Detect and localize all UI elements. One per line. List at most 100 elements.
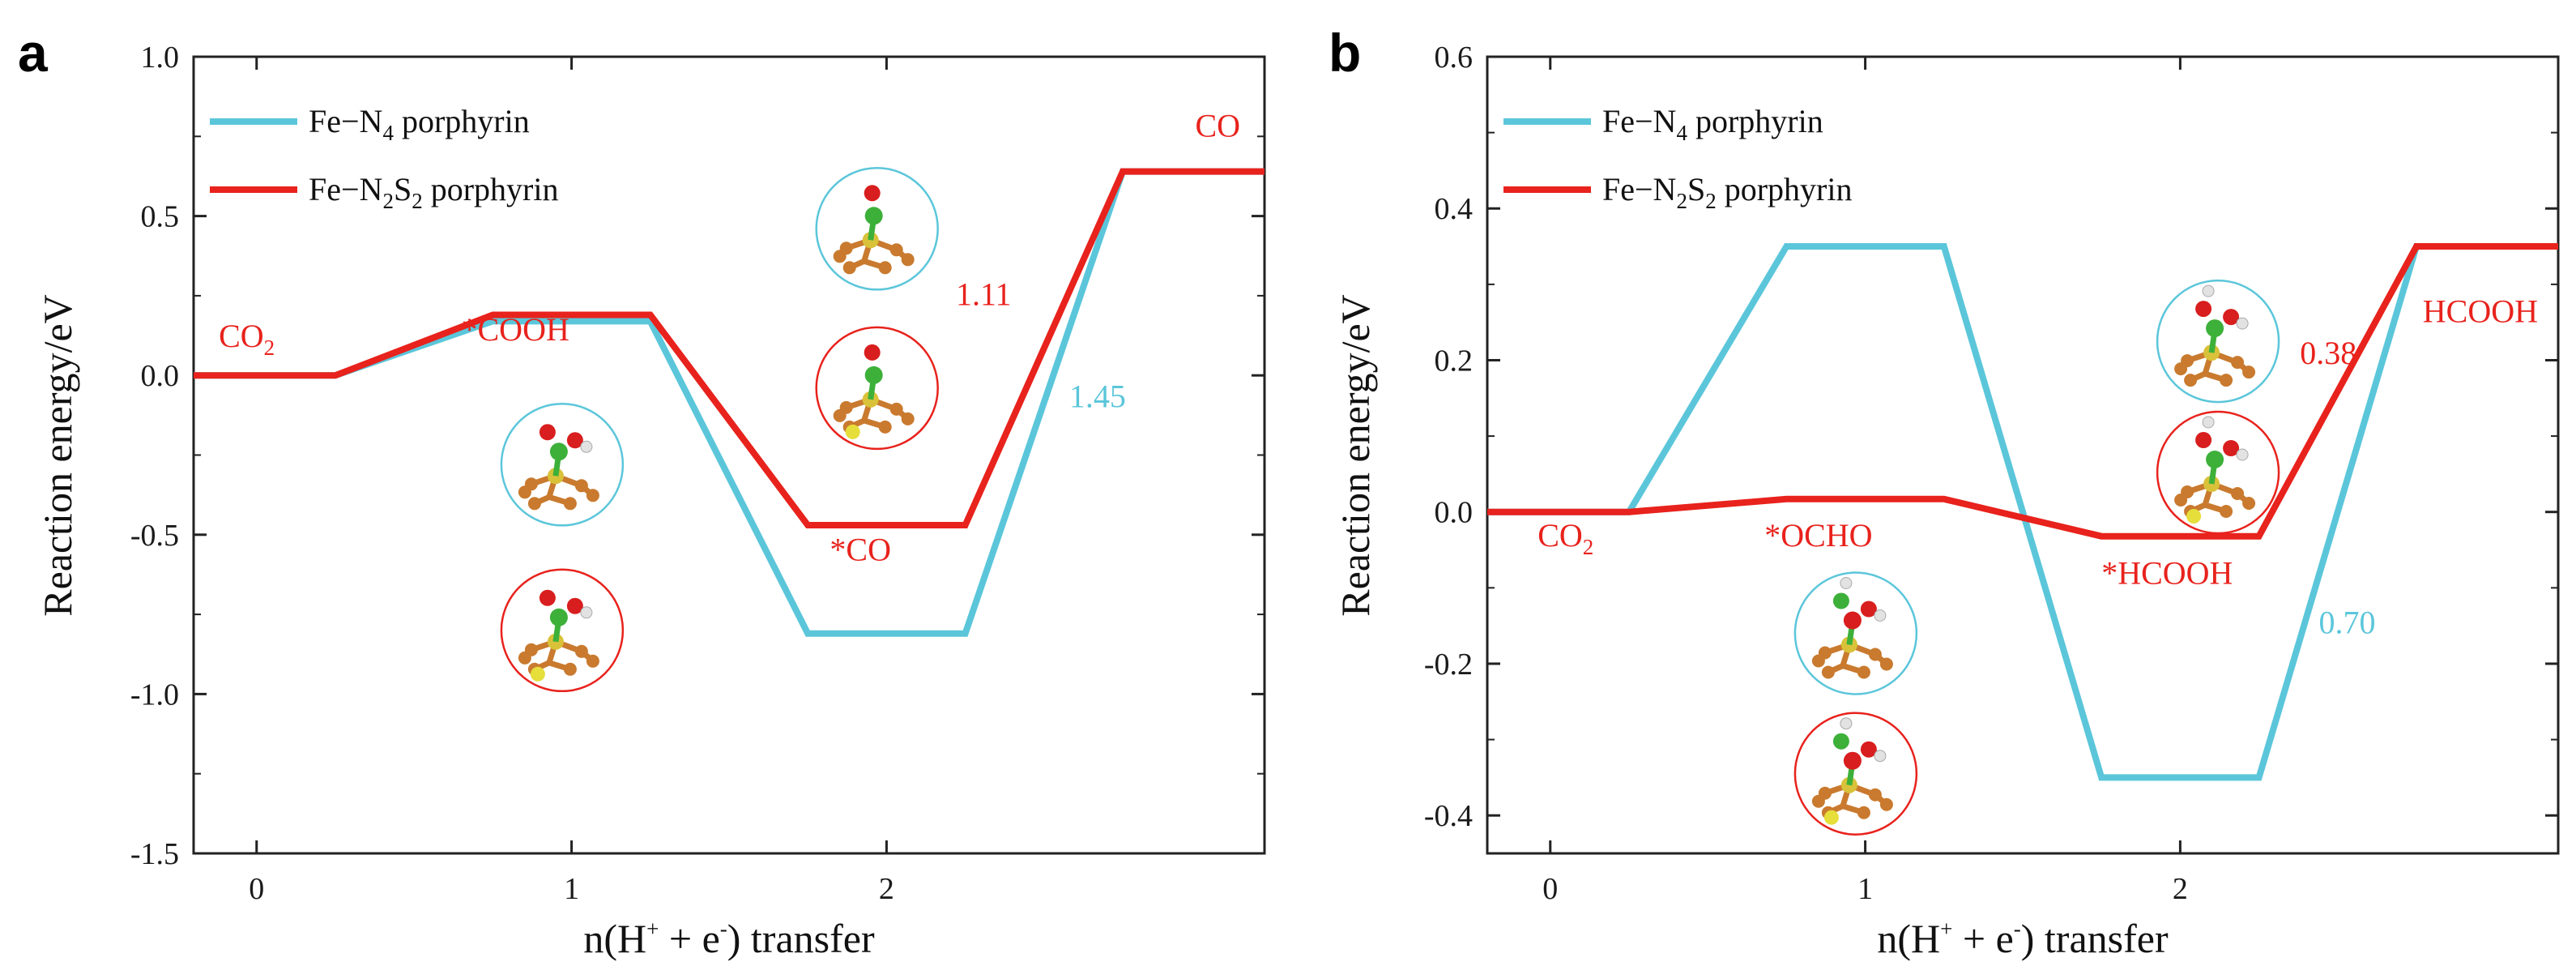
legend-label: Fe−N2S2 porphyrin [309, 171, 558, 213]
x-axis-title: n(H+ + e-) transfer [1877, 916, 2169, 961]
atom-h [2236, 317, 2249, 330]
atom-n [518, 651, 531, 665]
x-axis-title: n(H+ + e-) transfer [583, 916, 875, 961]
atom-n [1821, 665, 1835, 679]
text-part: + [646, 917, 659, 941]
legend-label: Fe−N4 porphyrin [309, 103, 530, 145]
x-tick-label: 0 [249, 872, 264, 906]
x-ticks: 0 1 2 [249, 57, 894, 906]
annotation-barrier-blue: 1.45 [1069, 378, 1126, 415]
series-lines [194, 168, 1265, 637]
atom-n [2242, 497, 2256, 510]
molecule-ring [815, 326, 939, 451]
atom-c [2206, 451, 2224, 468]
atom-n [901, 412, 915, 425]
panel-label-a: a [18, 23, 49, 83]
annotation-barrier-red: 0.38 [2300, 335, 2356, 371]
text-part: 0.70 [2319, 605, 2376, 641]
text-part: *COOH [462, 311, 569, 348]
annotation-barrier-red: 1.11 [956, 276, 1012, 313]
panel-label-b: b [1329, 23, 1361, 83]
atom-n [1811, 794, 1825, 808]
atom-c [1843, 751, 1862, 770]
x-tick-label: 2 [2173, 872, 2188, 906]
molecule-insets [500, 167, 939, 693]
atom-n [889, 243, 903, 257]
y-tick-label: 0.6 [1435, 41, 1474, 75]
atom-o [539, 589, 556, 606]
text-part: 0.38 [2300, 335, 2356, 371]
atom-n [889, 402, 903, 416]
atom-c [864, 207, 883, 225]
y-ticks: 1.0 0.5 0.0 -0.5 -1.0 -1.5 [130, 41, 1265, 871]
atom-metal [2203, 476, 2220, 492]
atom-n [518, 485, 531, 499]
text-part: Fe−N [1602, 103, 1676, 139]
atom-o [566, 432, 583, 449]
x-tick-label: 2 [879, 872, 894, 906]
annotation-barrier-blue: 0.70 [2319, 605, 2376, 641]
text-part: *CO [830, 531, 891, 567]
atom-n [1811, 654, 1825, 668]
text-part: ) transfer [2021, 916, 2169, 961]
atom-n [2231, 487, 2245, 500]
atom-o [864, 185, 881, 202]
annotation-co2: CO2 [1537, 517, 1593, 559]
atom-o [2195, 432, 2212, 448]
atom-n [574, 479, 588, 493]
atom-c [864, 366, 883, 384]
y-tick-label: -1.5 [130, 837, 179, 871]
atom-s [2186, 509, 2202, 524]
legend: Fe−N4 porphyrin Fe−N2S2 porphyrin [210, 103, 558, 213]
text-part: 2 [264, 336, 275, 360]
text-part: Fe−N [1602, 171, 1676, 207]
atom-o [2195, 301, 2212, 318]
atom-n [901, 253, 915, 267]
molecule-ring [2156, 279, 2280, 404]
atom-o [2223, 440, 2240, 456]
text-part: HCOOH [2423, 293, 2538, 330]
text-part: 4 [382, 121, 394, 145]
atom-n [2220, 505, 2233, 518]
atom-h [580, 606, 593, 619]
plot-frame [1486, 55, 2560, 855]
atom-h [2202, 416, 2215, 429]
text-part: n(H [1877, 916, 1940, 961]
text-part: - [2014, 917, 2021, 941]
text-part: 2 [1676, 189, 1687, 213]
molecule-inset-cooh-n2s2 [500, 568, 625, 693]
y-ticks: 0.6 0.4 0.2 0.0 -0.2 -0.4 [1424, 41, 2558, 833]
legend-label: Fe−N4 porphyrin [1602, 103, 1823, 145]
atom-c [549, 442, 568, 461]
atom-h [1840, 577, 1853, 589]
annotations: CO2 *OCHO *HCOOH HCOOH 0.38 0.70 [1537, 293, 2538, 641]
text-part: 1.11 [956, 276, 1012, 313]
x-tick-label: 1 [564, 872, 579, 906]
atom-o [1860, 741, 1877, 758]
text-part: *OCHO [1764, 517, 1872, 554]
atom-metal [1840, 776, 1857, 793]
atom-n [878, 420, 892, 434]
atom-c [2206, 319, 2224, 338]
atom-o [566, 597, 583, 614]
y-tick-label: 0.2 [1435, 344, 1474, 378]
text-part: 1.45 [1069, 378, 1126, 415]
molecule-ring [500, 568, 625, 693]
x-ticks: 0 1 2 [1542, 57, 2188, 906]
atom-n [2184, 374, 2198, 387]
atom-n [574, 644, 588, 658]
annotation-cooh: *COOH [462, 311, 569, 348]
atom-o [1832, 592, 1849, 609]
atom-h [580, 440, 593, 453]
annotation-co2: CO2 [219, 318, 275, 360]
atom-n [1857, 665, 1870, 679]
text-part: *HCOOH [2101, 555, 2233, 592]
atom-h [2236, 448, 2249, 461]
text-part: 2 [382, 189, 394, 213]
text-part: CO [1196, 107, 1241, 143]
series-line-fe-n4 [1487, 243, 2558, 781]
series-line-fe-n2s2 [1487, 243, 2558, 540]
